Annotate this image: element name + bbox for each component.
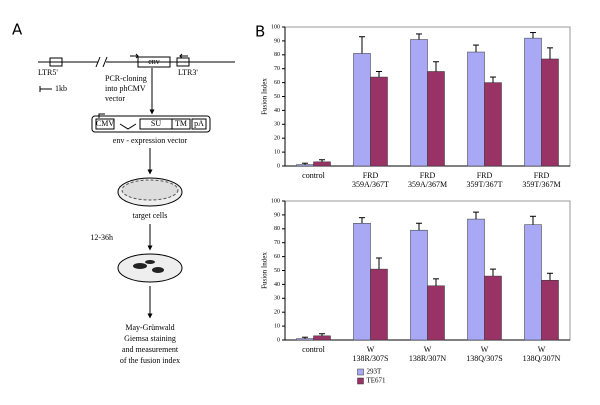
bar [313, 335, 331, 341]
x-tick-label: 138Q/307N [523, 354, 561, 363]
ltr3-label: LTR3' [178, 68, 198, 77]
y-tick-label: 70 [274, 240, 280, 246]
bar [524, 37, 542, 167]
bar [524, 224, 542, 341]
y-tick-label: 20 [274, 136, 280, 142]
y-tick-label: 50 [274, 268, 280, 274]
dish [117, 177, 183, 207]
x-tick-label: 359A/367T [352, 180, 389, 189]
bar [296, 338, 314, 341]
y-axis-label: Fusion Index [261, 252, 269, 289]
y-tick-label: 60 [274, 80, 280, 86]
bar [541, 58, 559, 167]
y-tick-label: 90 [274, 38, 280, 44]
x-tick-label: W [538, 345, 546, 354]
bar [370, 268, 388, 341]
vector-part: CMV [96, 119, 114, 128]
x-tick-label: 138Q/307S [466, 354, 502, 363]
cloning-text: into phCMV [105, 84, 146, 93]
bar [296, 164, 314, 167]
y-tick-label: 50 [274, 94, 280, 100]
legend-label: 293T [367, 368, 383, 376]
bar [370, 76, 388, 167]
y-tick-label: 80 [274, 226, 280, 232]
y-axis-label: Fusion Index [261, 78, 269, 115]
method-text: and measurement [122, 345, 179, 354]
x-tick-label: 138R/307S [352, 354, 388, 363]
y-tick-label: 0 [277, 337, 280, 343]
y-tick-label: 10 [274, 149, 280, 155]
x-tick-label: FRD [420, 171, 436, 180]
x-tick-label: W [367, 345, 375, 354]
x-tick-label: FRD [477, 171, 493, 180]
target-label: target cells [133, 211, 168, 220]
cloning-text: vector [105, 94, 125, 103]
vector [91, 113, 211, 133]
method-text: of the fusion index [120, 356, 180, 365]
legend-swatch [357, 377, 364, 385]
y-tick-label: 40 [274, 282, 280, 288]
x-tick-label: 359T/367T [467, 180, 503, 189]
bar [427, 285, 445, 341]
y-tick-label: 70 [274, 66, 280, 72]
bar [541, 279, 559, 341]
x-tick-label: FRD [534, 171, 550, 180]
y-tick-label: 0 [277, 163, 280, 169]
legend-label: TE671 [367, 377, 387, 385]
provirus [38, 53, 235, 92]
panel-label: A [12, 21, 23, 39]
bar [353, 53, 371, 167]
x-tick-label: W [481, 345, 489, 354]
method-text: May-Grünwald [125, 323, 174, 332]
dish [117, 253, 183, 283]
panel-label: B [255, 23, 265, 41]
bar [484, 275, 502, 341]
cloning-text: PCR-cloning [105, 74, 147, 83]
y-tick-label: 90 [274, 212, 280, 218]
env-label: env [148, 57, 160, 66]
bar [313, 161, 331, 167]
x-tick-label: 359T/367M [522, 180, 560, 189]
vector-caption: env - expression vector [113, 136, 188, 145]
time-label: 12-36h [90, 233, 113, 242]
bar [410, 229, 428, 341]
vector-part: TM [175, 119, 187, 128]
x-tick-label: 138R/307N [409, 354, 447, 363]
y-tick-label: 20 [274, 310, 280, 316]
vector-part: SU [151, 119, 161, 128]
y-tick-label: 10 [274, 323, 280, 329]
y-tick-label: 30 [274, 296, 280, 302]
bar [353, 222, 371, 341]
bar [427, 71, 445, 167]
y-tick-label: 60 [274, 254, 280, 260]
x-tick-label: control [302, 345, 325, 354]
y-tick-label: 100 [271, 198, 280, 204]
x-tick-label: control [302, 171, 325, 180]
bar [410, 39, 428, 167]
x-tick-label: W [424, 345, 432, 354]
legend-swatch [357, 368, 364, 376]
bar [467, 51, 485, 167]
y-tick-label: 30 [274, 122, 280, 128]
ltr5-label: LTR5' [38, 68, 58, 77]
y-tick-label: 40 [274, 108, 280, 114]
bar [467, 218, 485, 341]
y-tick-label: 100 [271, 24, 280, 30]
x-tick-label: FRD [363, 171, 379, 180]
x-tick-label: 359A/367M [408, 180, 447, 189]
bar [484, 82, 502, 167]
scale-label: 1kb [55, 84, 67, 93]
y-tick-label: 80 [274, 52, 280, 58]
vector-part: pA [194, 119, 204, 128]
method-text: Giemsa staining [124, 334, 176, 343]
